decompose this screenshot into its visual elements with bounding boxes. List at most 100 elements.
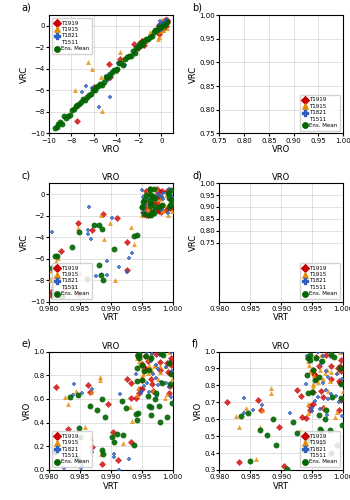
Point: [136, 360, 142, 368]
Point: [300, 447, 305, 455]
Point: [163, 356, 169, 364]
Point: [167, 360, 172, 368]
Point: [144, 210, 150, 218]
Point: [74, 454, 79, 462]
Point: [298, 392, 304, 400]
Point: [159, 21, 164, 29]
Point: [146, 211, 152, 219]
Point: [312, 370, 317, 378]
Point: [157, 192, 163, 200]
Point: [331, 353, 336, 361]
Point: [166, 388, 172, 396]
Point: [161, 28, 166, 36]
Point: [112, 245, 117, 253]
Point: [321, 404, 326, 411]
Point: [109, 214, 114, 222]
Point: [150, 386, 156, 394]
Point: [168, 189, 174, 197]
Point: [156, 33, 161, 41]
Point: [156, 24, 162, 32]
Point: [156, 24, 162, 32]
Point: [158, 196, 164, 204]
Point: [164, 362, 169, 370]
Point: [306, 361, 312, 369]
Point: [78, 98, 84, 106]
Point: [156, 22, 162, 30]
Point: [159, 16, 164, 24]
Point: [144, 202, 150, 209]
Point: [139, 360, 145, 368]
Point: [164, 390, 170, 398]
Point: [147, 33, 153, 41]
Point: [150, 367, 155, 375]
Point: [338, 394, 344, 402]
Point: [150, 194, 156, 202]
Point: [150, 208, 155, 216]
Point: [153, 360, 159, 368]
Point: [168, 392, 174, 400]
Point: [111, 428, 116, 436]
Point: [162, 20, 167, 28]
Point: [327, 377, 333, 385]
Point: [168, 201, 173, 209]
Point: [147, 366, 153, 374]
Point: [65, 112, 71, 120]
Point: [276, 422, 282, 430]
Point: [304, 352, 310, 360]
Point: [124, 404, 129, 412]
Point: [150, 208, 155, 216]
Point: [265, 432, 270, 440]
Point: [143, 188, 148, 196]
Point: [156, 193, 161, 201]
Point: [92, 86, 97, 94]
Point: [99, 450, 104, 458]
Point: [52, 448, 58, 456]
Point: [168, 370, 173, 378]
Point: [107, 93, 113, 101]
Point: [105, 64, 110, 72]
Point: [161, 202, 167, 210]
Point: [160, 18, 166, 26]
Point: [159, 21, 164, 29]
Point: [80, 112, 86, 120]
Point: [233, 412, 238, 420]
Point: [165, 189, 171, 197]
Text: f): f): [192, 339, 199, 349]
Point: [136, 44, 141, 52]
Point: [134, 391, 140, 399]
Point: [148, 354, 154, 362]
Point: [99, 395, 105, 403]
Point: [310, 366, 315, 374]
Point: [236, 458, 241, 466]
Point: [132, 48, 137, 56]
Point: [84, 274, 90, 282]
Point: [158, 20, 163, 28]
Point: [161, 18, 167, 26]
Point: [162, 20, 168, 28]
Point: [160, 201, 165, 209]
Point: [107, 72, 113, 80]
Point: [298, 428, 303, 436]
Title: VRO: VRO: [102, 174, 120, 182]
Point: [161, 17, 167, 25]
Point: [141, 196, 147, 204]
Point: [135, 352, 140, 360]
Point: [158, 17, 163, 25]
Point: [155, 381, 161, 389]
Point: [153, 374, 159, 382]
Point: [338, 396, 343, 404]
Point: [129, 417, 135, 425]
Point: [333, 414, 338, 422]
Point: [318, 350, 324, 358]
Point: [135, 380, 141, 388]
Point: [73, 102, 78, 110]
Point: [143, 35, 149, 43]
Point: [148, 412, 153, 420]
Point: [167, 200, 173, 208]
Point: [53, 382, 59, 390]
Point: [61, 112, 67, 120]
Point: [162, 16, 168, 24]
Point: [62, 393, 68, 401]
Point: [164, 388, 170, 396]
Point: [134, 231, 140, 239]
